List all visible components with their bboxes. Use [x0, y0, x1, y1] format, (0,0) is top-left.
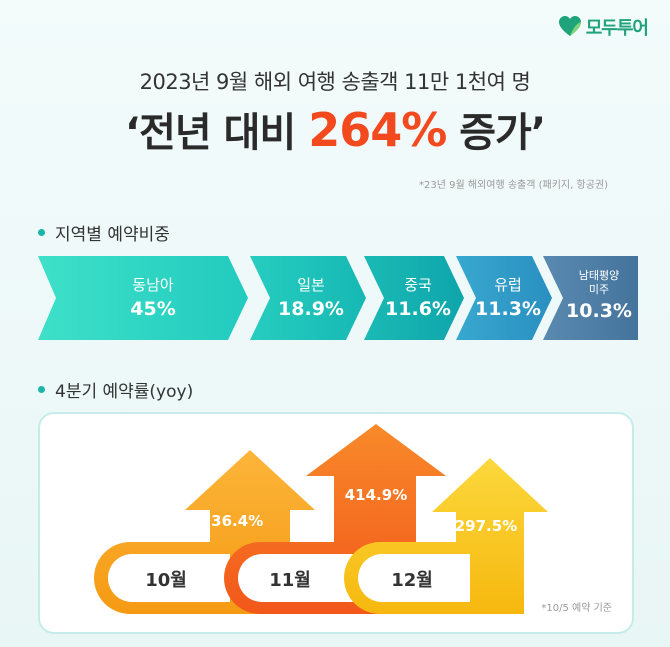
- headline-highlight: 264%: [308, 103, 447, 157]
- region-segment-europe: [456, 256, 552, 340]
- region-segment-south-pacific: [543, 256, 638, 340]
- region-share: 11.3%: [475, 298, 541, 320]
- bullet-dot-icon: [38, 386, 45, 393]
- regions-section-title: 지역별 예약비중: [38, 220, 170, 245]
- region-arrows: [38, 256, 638, 340]
- label-october: 10월: [145, 570, 187, 591]
- quarter-title: 4분기 예약률(yoy): [55, 382, 194, 402]
- value-october: 336.4%: [201, 512, 263, 530]
- region-share: 18.9%: [278, 298, 344, 320]
- quarter-note: *10/5 예약 기준: [541, 603, 612, 614]
- region-segment-southeast-asia: [38, 256, 248, 340]
- regions-title: 지역별 예약비중: [55, 225, 170, 245]
- arrow-december: [344, 458, 548, 614]
- region-label-europe: 유럽 11.3%: [470, 256, 546, 340]
- label-november: 11월: [269, 570, 311, 591]
- region-name-line2: 미주: [588, 283, 610, 296]
- region-segment-japan: [250, 256, 366, 340]
- region-name-line1: 남태평양: [578, 269, 620, 282]
- subtitle: 2023년 9월 해외 여행 송출객 11만 1천여 명: [139, 70, 531, 94]
- region-label-south-pacific: 남태평양 미주 10.3%: [560, 256, 638, 340]
- value-november: 414.9%: [345, 486, 407, 504]
- quarter-section-title: 4분기 예약률(yoy): [38, 377, 193, 402]
- region-label-japan: 일본 18.9%: [266, 256, 356, 340]
- region-share: 45%: [130, 298, 176, 320]
- region-name: 유럽: [494, 276, 522, 294]
- region-label-china: 중국 11.6%: [378, 256, 458, 340]
- headline: ‘전년 대비 264% 증가’: [0, 100, 670, 158]
- region-share-bar: 동남아 45% 일본 18.9% 중국 11.6% 유럽 11.3% 남태평양 …: [38, 256, 638, 340]
- brand-name: 모두투어: [585, 18, 649, 39]
- region-name: 중국: [404, 276, 432, 294]
- heart-logo-icon: [558, 16, 581, 36]
- region-name: 일본: [297, 276, 325, 294]
- label-december: 12월: [391, 570, 433, 591]
- region-share: 11.6%: [385, 298, 451, 320]
- headline-close: 증가’: [446, 110, 546, 156]
- quarter-card: 336.4% 414.9% 297.5% 10월 11월 12월 *10/5 예…: [38, 412, 634, 634]
- growth-arrows: 336.4% 414.9% 297.5% 10월 11월 12월: [94, 424, 548, 614]
- region-name: 동남아: [132, 276, 174, 294]
- value-december: 297.5%: [455, 517, 517, 535]
- bullet-dot-icon: [38, 229, 45, 236]
- region-label-southeast-asia: 동남아 45%: [78, 256, 228, 340]
- region-share: 10.3%: [566, 300, 632, 322]
- source-note: *23년 9월 해외여행 송출객 (패키지, 항공권): [419, 180, 608, 191]
- headline-open: ‘전년 대비: [124, 110, 309, 156]
- brand-logo: 모두투어: [558, 14, 649, 40]
- region-segment-china: [364, 256, 464, 340]
